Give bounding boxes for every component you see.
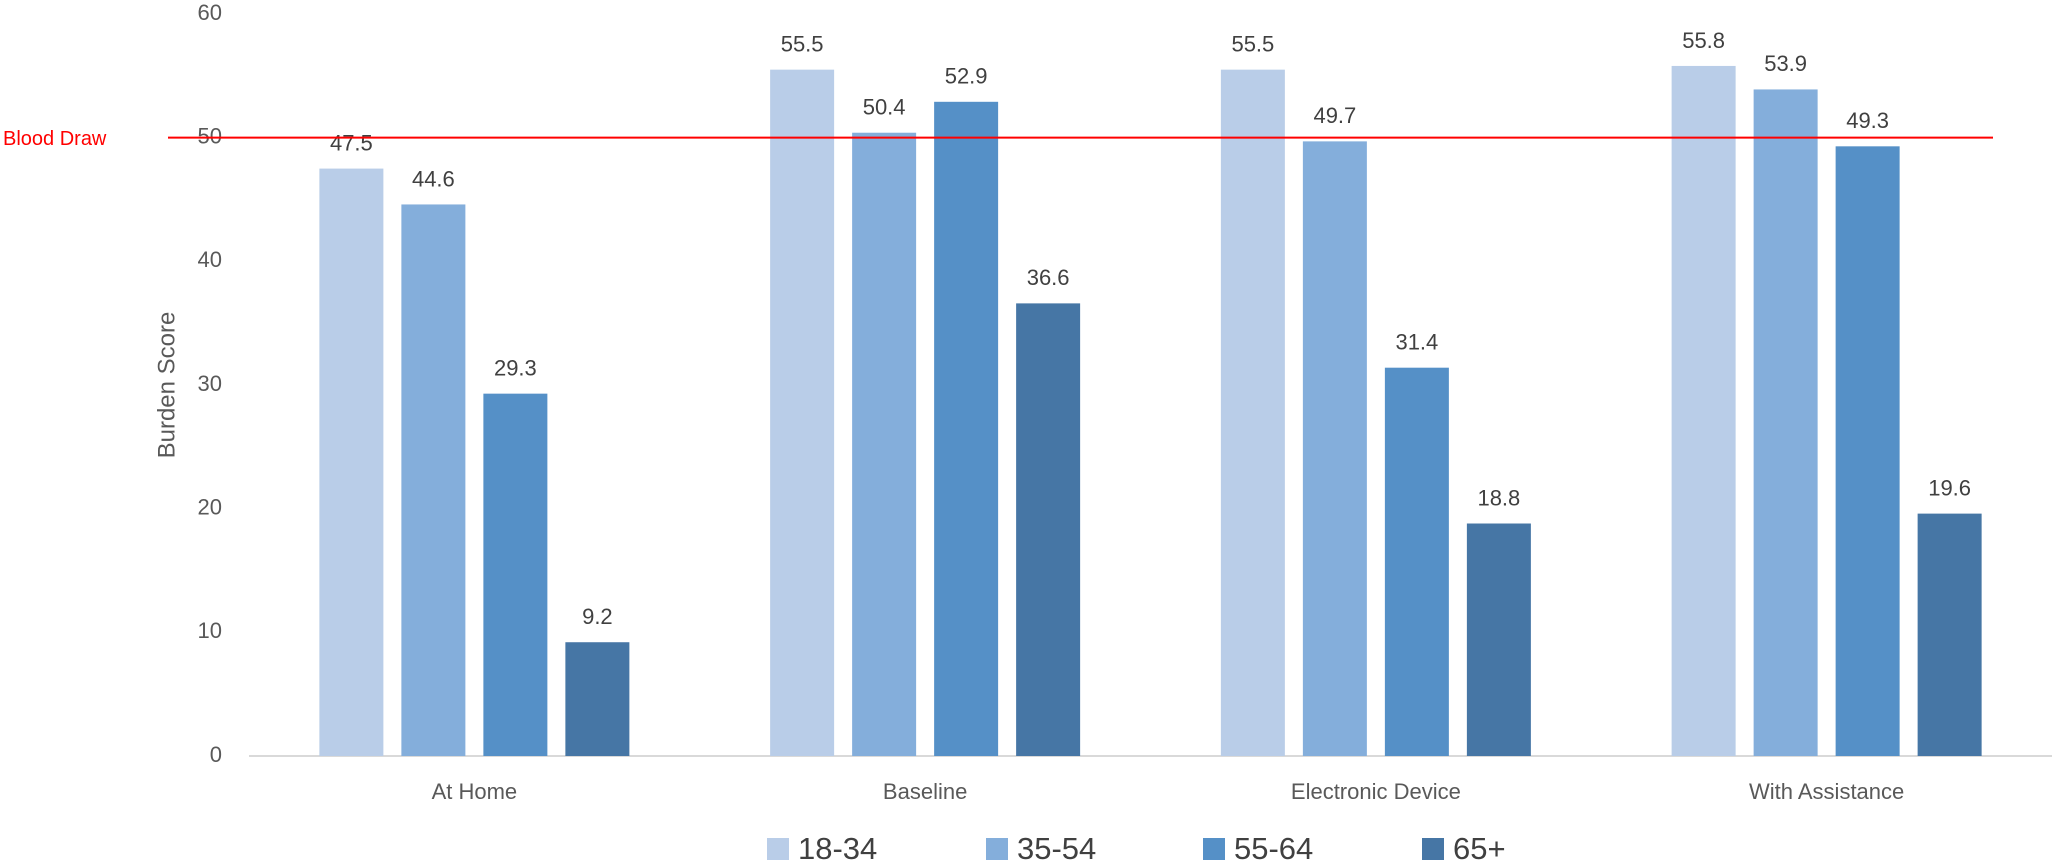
y-tick-label: 30 (198, 371, 222, 396)
value-label: 44.6 (412, 166, 455, 191)
bar (565, 642, 630, 756)
value-label: 9.2 (582, 604, 613, 629)
legend-label: 65+ (1453, 831, 1506, 866)
value-label: 49.7 (1313, 103, 1356, 128)
legend-label: 55-64 (1234, 831, 1313, 866)
y-tick-label: 40 (198, 247, 222, 272)
y-tick-label: 50 (198, 123, 222, 148)
value-label: 55.5 (1231, 31, 1274, 56)
bar (1835, 146, 1900, 756)
bar (1466, 523, 1531, 756)
value-label: 47.5 (330, 130, 373, 155)
bar (483, 393, 548, 756)
value-label: 52.9 (945, 64, 988, 89)
bar (319, 168, 384, 757)
legend-swatch (1422, 838, 1444, 860)
value-label: 18.8 (1477, 485, 1520, 510)
y-tick-label: 20 (198, 494, 222, 519)
legend-swatch (767, 838, 789, 860)
bar (1016, 303, 1081, 756)
x-tick-label: Baseline (883, 779, 967, 804)
value-label: 49.3 (1846, 108, 1889, 133)
y-axis-label: Burden Score (153, 312, 180, 459)
bar (770, 69, 835, 756)
x-tick-label: At Home (432, 779, 518, 804)
legend-swatch (986, 838, 1008, 860)
bar (934, 101, 999, 756)
y-tick-label: 60 (198, 0, 222, 25)
bar (1302, 141, 1367, 757)
value-label: 55.8 (1682, 28, 1725, 53)
value-label: 29.3 (494, 355, 537, 380)
bar (1753, 89, 1818, 757)
value-label: 50.4 (863, 95, 906, 120)
bar (852, 132, 917, 757)
value-label: 36.6 (1027, 265, 1070, 290)
bar (1671, 65, 1736, 756)
value-label: 19.6 (1928, 475, 1971, 500)
x-tick-label: With Assistance (1749, 779, 1904, 804)
x-tick-label: Electronic Device (1291, 779, 1461, 804)
value-label: 55.5 (781, 31, 824, 56)
reference-label: Blood Draw (3, 128, 107, 150)
bar (401, 204, 466, 757)
y-tick-label: 10 (198, 618, 222, 643)
value-label: 53.9 (1764, 51, 1807, 76)
legend-label: 35-54 (1017, 831, 1096, 866)
bar (1384, 367, 1449, 756)
bar (1220, 69, 1285, 756)
value-label: 31.4 (1395, 329, 1438, 354)
y-tick-label: 0 (210, 742, 222, 767)
bar (1917, 513, 1982, 756)
legend-swatch (1203, 838, 1225, 860)
legend-label: 18-34 (798, 831, 877, 866)
